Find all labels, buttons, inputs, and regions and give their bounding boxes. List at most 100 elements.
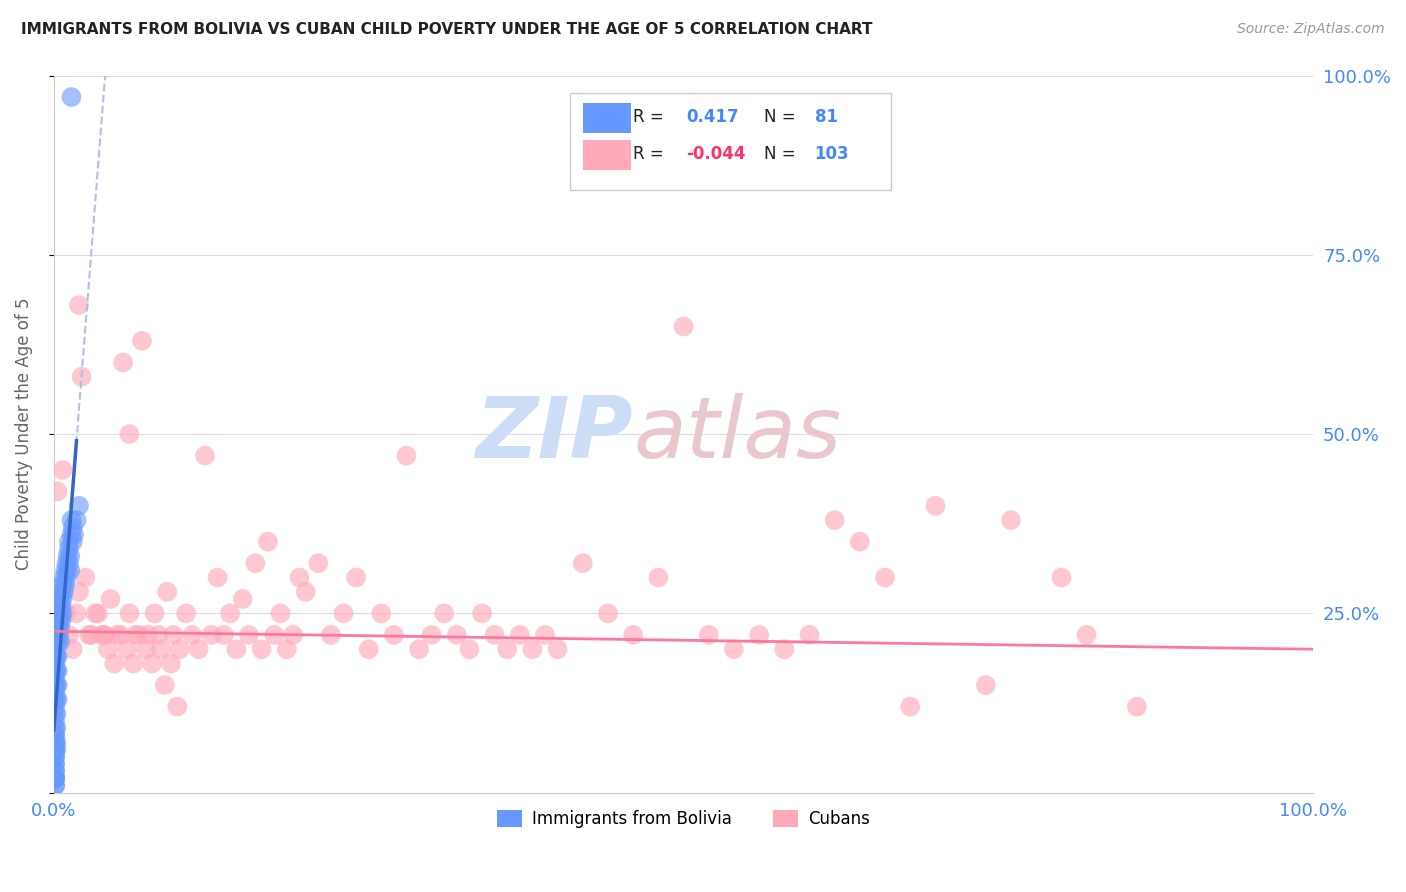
Point: [55, 607, 77, 621]
Point: [723, 642, 745, 657]
Point: [46, 607, 69, 621]
FancyBboxPatch shape: [571, 94, 891, 190]
Point: [281, 628, 304, 642]
Point: [238, 628, 260, 642]
Point: [332, 607, 354, 621]
Point: [44, 692, 66, 706]
Point: [873, 570, 896, 584]
Point: [52, 577, 75, 591]
Point: [110, 628, 132, 642]
Point: [52, 463, 75, 477]
FancyBboxPatch shape: [583, 140, 631, 170]
Point: [225, 642, 247, 657]
Point: [52, 607, 75, 621]
Point: [344, 570, 367, 584]
Point: [52, 585, 75, 599]
Point: [162, 628, 184, 642]
Point: [52, 592, 75, 607]
Point: [46, 664, 69, 678]
Point: [484, 628, 506, 642]
Point: [799, 628, 821, 642]
Point: [44, 735, 66, 749]
Point: [60, 513, 83, 527]
Point: [45, 678, 67, 692]
Point: [45, 721, 67, 735]
Point: [621, 628, 644, 642]
Point: [118, 427, 141, 442]
Text: N =: N =: [763, 108, 796, 126]
Point: [408, 642, 430, 657]
Point: [44, 657, 66, 671]
Point: [187, 642, 209, 657]
Point: [149, 642, 172, 657]
Point: [263, 628, 285, 642]
Point: [45, 649, 67, 664]
Point: [67, 585, 90, 599]
Point: [53, 577, 76, 591]
Point: [370, 607, 392, 621]
Point: [49, 607, 72, 621]
Point: [773, 642, 796, 657]
Point: [45, 664, 67, 678]
Point: [141, 657, 163, 671]
Point: [46, 649, 69, 664]
Point: [44, 779, 66, 793]
Text: 103: 103: [814, 145, 849, 163]
Point: [93, 628, 115, 642]
Point: [59, 563, 82, 577]
Point: [572, 556, 595, 570]
Point: [45, 742, 67, 756]
Point: [93, 628, 115, 642]
Point: [44, 772, 66, 786]
Point: [357, 642, 380, 657]
Point: [232, 592, 254, 607]
Point: [288, 570, 311, 584]
Point: [58, 534, 80, 549]
Point: [56, 549, 79, 563]
Point: [62, 520, 84, 534]
Point: [924, 499, 946, 513]
Point: [824, 513, 846, 527]
Point: [44, 756, 66, 771]
Point: [44, 649, 66, 664]
Point: [45, 706, 67, 721]
Point: [87, 607, 110, 621]
Point: [522, 642, 544, 657]
Point: [547, 642, 569, 657]
Point: [103, 657, 125, 671]
Text: ZIP: ZIP: [475, 392, 633, 475]
Point: [250, 642, 273, 657]
Point: [44, 779, 66, 793]
Point: [118, 607, 141, 621]
Point: [1076, 628, 1098, 642]
Point: [395, 449, 418, 463]
Point: [44, 706, 66, 721]
Point: [1050, 570, 1073, 584]
Point: [276, 642, 298, 657]
Point: [46, 621, 69, 635]
Point: [67, 298, 90, 312]
Point: [49, 592, 72, 607]
Point: [44, 749, 66, 764]
Point: [207, 570, 229, 584]
Point: [44, 749, 66, 764]
Legend: Immigrants from Bolivia, Cubans: Immigrants from Bolivia, Cubans: [491, 803, 877, 835]
Point: [44, 764, 66, 779]
Point: [672, 319, 695, 334]
Point: [458, 642, 481, 657]
Point: [44, 756, 66, 771]
Point: [59, 549, 82, 563]
Point: [46, 484, 69, 499]
Point: [46, 692, 69, 706]
Point: [55, 556, 77, 570]
Point: [131, 334, 153, 348]
Point: [44, 721, 66, 735]
Point: [697, 628, 720, 642]
Point: [849, 534, 872, 549]
Point: [44, 764, 66, 779]
Point: [80, 628, 103, 642]
Point: [433, 607, 456, 621]
Point: [65, 607, 87, 621]
Point: [166, 699, 188, 714]
Point: [90, 628, 112, 642]
